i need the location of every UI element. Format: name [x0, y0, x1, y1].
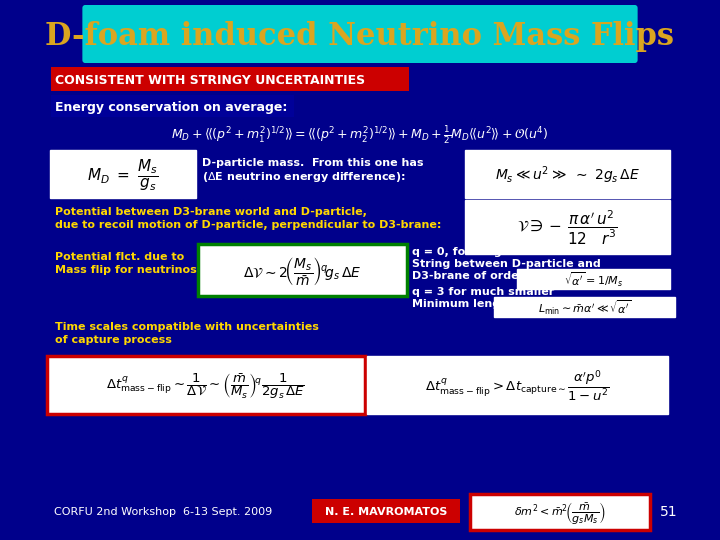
Text: $\sqrt{\alpha'} = 1/M_s$: $\sqrt{\alpha'} = 1/M_s$	[564, 271, 623, 289]
Text: $\mathcal{V} \ni -\,\dfrac{\pi\,\alpha'\,u^2}{12\quad r^3}$: $\mathcal{V} \ni -\,\dfrac{\pi\,\alpha'\…	[517, 209, 618, 247]
Text: $\Delta\mathcal{V} \sim 2\!\left(\dfrac{M_s}{\bar{m}}\right)^{\!q}\! g_s\,\Delta: $\Delta\mathcal{V} \sim 2\!\left(\dfrac{…	[243, 254, 361, 287]
Text: $M_D\ =\ \dfrac{M_s}{g_s}$: $M_D\ =\ \dfrac{M_s}{g_s}$	[87, 157, 158, 193]
Text: $\Delta t^q_{\mathrm{mass-flip}} \sim \dfrac{1}{\Delta\mathcal{V}} \sim \left(\d: $\Delta t^q_{\mathrm{mass-flip}} \sim \d…	[107, 371, 305, 401]
Text: Potential between D3-brane world and D-particle,: Potential between D3-brane world and D-p…	[55, 207, 367, 217]
Text: $L_{\min} \sim \bar{m}\alpha' \ll \sqrt{\alpha'}$: $L_{\min} \sim \bar{m}\alpha' \ll \sqrt{…	[538, 299, 631, 317]
Text: N. E. MAVROMATOS: N. E. MAVROMATOS	[325, 507, 447, 517]
Text: $\Delta t^q_{\mathrm{mass-flip}} > \Delta t_{\mathrm{capture}\sim} \dfrac{\alpha: $\Delta t^q_{\mathrm{mass-flip}} > \Delt…	[426, 368, 610, 403]
Text: ($\Delta$E neutrino energy difference):: ($\Delta$E neutrino energy difference):	[202, 170, 406, 184]
Text: of capture process: of capture process	[55, 335, 172, 345]
Text: D-foam induced Neutrino Mass Flips: D-foam induced Neutrino Mass Flips	[45, 21, 675, 51]
Text: Time scales compatible with uncertainties: Time scales compatible with uncertaintie…	[55, 322, 319, 332]
Text: Mass flip for neutrinos: Mass flip for neutrinos	[55, 265, 197, 275]
Text: q = 3 for much smaller: q = 3 for much smaller	[413, 287, 554, 297]
FancyBboxPatch shape	[48, 356, 364, 414]
FancyBboxPatch shape	[495, 297, 675, 317]
Text: due to recoil motion of D-particle, perpendicular to D3-brane:: due to recoil motion of D-particle, perp…	[55, 220, 441, 230]
Text: String between D-particle and: String between D-particle and	[413, 259, 601, 269]
FancyBboxPatch shape	[464, 200, 670, 254]
FancyBboxPatch shape	[51, 67, 409, 91]
Text: CORFU 2nd Workshop  6-13 Sept. 2009: CORFU 2nd Workshop 6-13 Sept. 2009	[53, 507, 271, 517]
Text: 51: 51	[660, 505, 677, 519]
FancyBboxPatch shape	[312, 499, 460, 523]
Text: $M_D + \langle\!\langle (p^2+m_1^2)^{1/2} \rangle\!\rangle = \langle\!\langle (p: $M_D + \langle\!\langle (p^2+m_1^2)^{1/2…	[171, 124, 549, 146]
Text: Minimum length: Minimum length	[413, 299, 513, 309]
Text: $M_s \ll u^2 \gg\ \sim\ 2g_s\,\Delta E$: $M_s \ll u^2 \gg\ \sim\ 2g_s\,\Delta E$	[495, 164, 640, 186]
FancyBboxPatch shape	[367, 356, 668, 414]
Text: $\delta m^2 < \bar{m}^2\!\left(\dfrac{\bar{m}}{g_s M_s}\right)$: $\delta m^2 < \bar{m}^2\!\left(\dfrac{\b…	[514, 500, 606, 526]
FancyBboxPatch shape	[51, 95, 294, 117]
Text: q = 0, for length of stretched: q = 0, for length of stretched	[413, 247, 595, 257]
Text: CONSISTENT WITH STRINGY UNCERTAINTIES: CONSISTENT WITH STRINGY UNCERTAINTIES	[55, 73, 366, 86]
FancyBboxPatch shape	[464, 150, 670, 198]
FancyBboxPatch shape	[470, 494, 650, 530]
FancyBboxPatch shape	[517, 269, 670, 289]
FancyBboxPatch shape	[82, 5, 638, 63]
FancyBboxPatch shape	[50, 150, 196, 198]
FancyBboxPatch shape	[198, 244, 407, 296]
Text: Potential flct. due to: Potential flct. due to	[55, 252, 184, 262]
Text: D3-brane of order: D3-brane of order	[413, 271, 524, 281]
Text: D-particle mass.  From this one has: D-particle mass. From this one has	[202, 158, 424, 168]
Text: Energy conservation on average:: Energy conservation on average:	[55, 100, 288, 113]
